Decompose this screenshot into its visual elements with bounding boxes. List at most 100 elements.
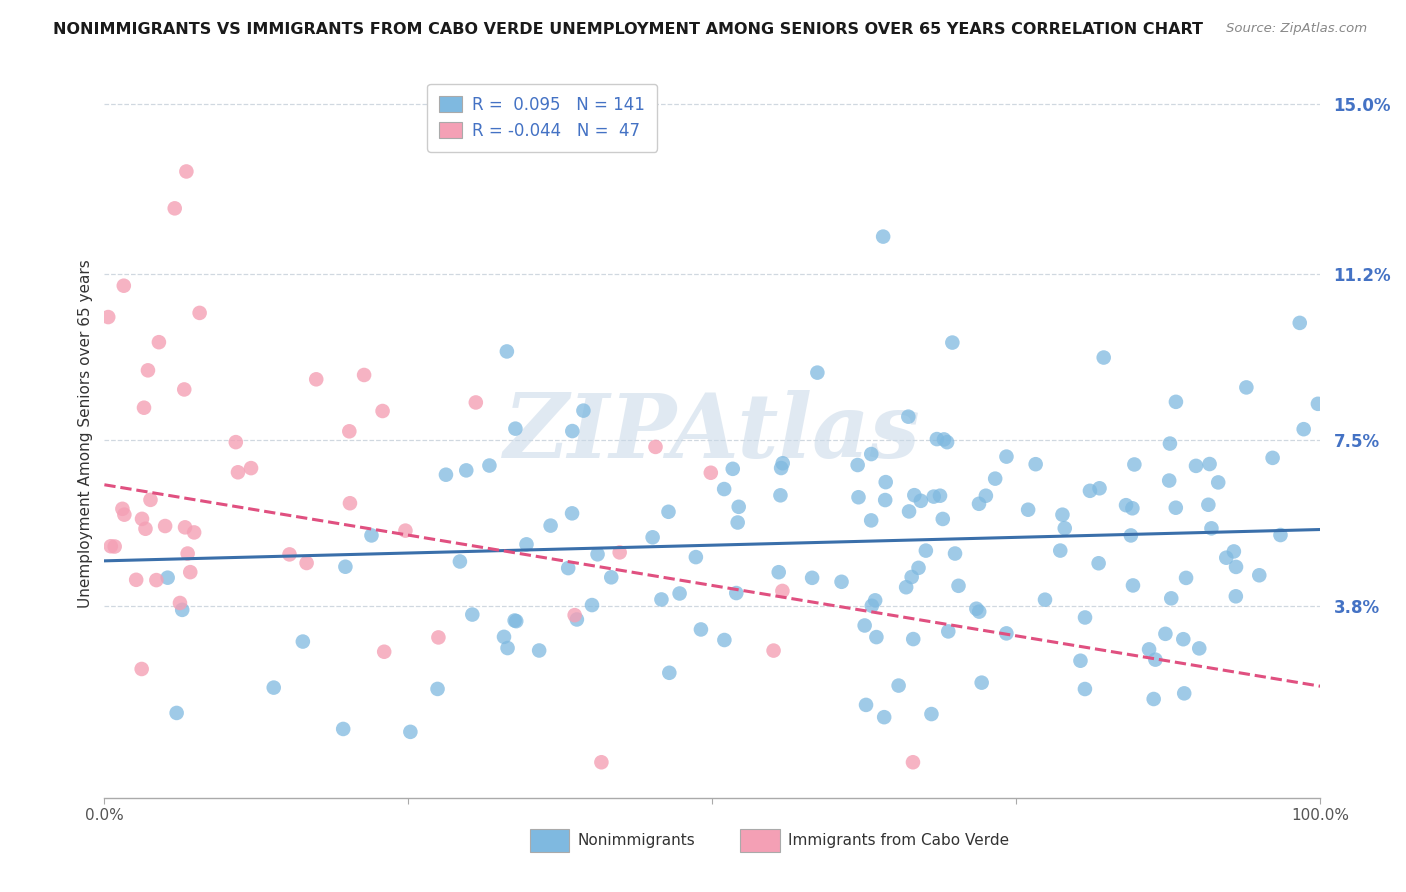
Point	[713, 632, 735, 647]
Point	[727, 516, 749, 530]
Text: ZIPAtlas: ZIPAtlas	[503, 390, 921, 476]
Point	[860, 513, 883, 527]
Point	[1069, 654, 1091, 668]
Point	[337, 425, 360, 439]
Point	[872, 229, 894, 244]
Point	[399, 724, 422, 739]
Point	[875, 493, 897, 508]
Point	[967, 605, 990, 619]
Point	[1159, 436, 1181, 450]
Point	[1052, 508, 1074, 522]
Point	[371, 404, 394, 418]
Point	[897, 409, 920, 424]
Point	[492, 630, 515, 644]
Point	[725, 586, 748, 600]
Point	[875, 475, 897, 490]
Point	[305, 372, 328, 386]
Point	[1074, 681, 1097, 696]
Point	[148, 335, 170, 350]
Point	[557, 561, 579, 575]
Point	[865, 630, 887, 644]
Point	[713, 482, 735, 496]
Point	[925, 432, 948, 446]
Point	[1115, 498, 1137, 512]
Point	[1198, 457, 1220, 471]
Point	[1053, 521, 1076, 535]
Point	[1143, 692, 1166, 706]
Point	[685, 550, 707, 565]
Point	[1119, 528, 1142, 542]
Point	[564, 608, 586, 623]
Point	[591, 756, 613, 770]
Point	[650, 592, 672, 607]
Point	[125, 573, 148, 587]
Point	[887, 679, 910, 693]
Point	[173, 383, 195, 397]
Point	[1144, 652, 1167, 666]
Point	[1292, 422, 1315, 436]
Point	[936, 435, 959, 450]
Text: Source: ZipAtlas.com: Source: ZipAtlas.com	[1226, 22, 1367, 36]
Point	[1154, 627, 1177, 641]
Point	[1197, 498, 1219, 512]
Y-axis label: Unemployment Among Seniors over 65 years: Unemployment Among Seniors over 65 years	[79, 259, 93, 607]
Point	[240, 461, 263, 475]
Point	[1306, 397, 1329, 411]
Point	[496, 344, 519, 359]
Point	[176, 547, 198, 561]
Point	[339, 496, 361, 510]
Point	[1078, 483, 1101, 498]
Point	[478, 458, 501, 473]
Point	[965, 601, 987, 615]
Point	[1215, 550, 1237, 565]
Point	[104, 540, 127, 554]
Point	[1033, 592, 1056, 607]
Point	[134, 522, 156, 536]
Point	[801, 571, 824, 585]
Point	[1288, 316, 1310, 330]
Point	[894, 580, 917, 594]
Point	[153, 519, 176, 533]
Point	[853, 618, 876, 632]
Point	[974, 489, 997, 503]
Point	[901, 756, 924, 770]
Point	[1121, 501, 1143, 516]
Point	[179, 565, 201, 579]
Point	[848, 490, 870, 504]
Point	[1234, 380, 1257, 394]
Point	[1123, 458, 1146, 472]
Point	[762, 643, 785, 657]
Point	[995, 626, 1018, 640]
Point	[449, 554, 471, 568]
Point	[360, 528, 382, 542]
Point	[426, 681, 449, 696]
Point	[291, 634, 314, 648]
Point	[561, 424, 583, 438]
Point	[1223, 544, 1246, 558]
Point	[1225, 560, 1247, 574]
Point	[1173, 632, 1195, 647]
Point	[910, 493, 932, 508]
Point	[100, 539, 122, 553]
Point	[263, 681, 285, 695]
Point	[278, 548, 301, 562]
Point	[846, 458, 869, 472]
Point	[727, 500, 749, 514]
Point	[855, 698, 877, 712]
Point	[1185, 458, 1208, 473]
Point	[1201, 521, 1223, 535]
Point	[700, 466, 723, 480]
Point	[581, 598, 603, 612]
Point	[353, 368, 375, 382]
Point	[970, 675, 993, 690]
Text: Nonimmigrants: Nonimmigrants	[578, 833, 695, 848]
Point	[920, 707, 942, 722]
Point	[1249, 568, 1271, 582]
Point	[394, 524, 416, 538]
Point	[111, 501, 134, 516]
Point	[174, 520, 197, 534]
Point	[97, 310, 120, 324]
Point	[295, 556, 318, 570]
Point	[641, 530, 664, 544]
Point	[456, 463, 478, 477]
